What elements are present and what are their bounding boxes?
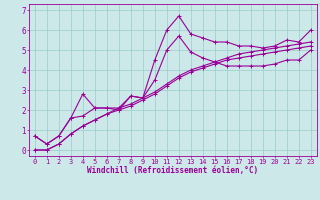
X-axis label: Windchill (Refroidissement éolien,°C): Windchill (Refroidissement éolien,°C) [87,166,258,175]
